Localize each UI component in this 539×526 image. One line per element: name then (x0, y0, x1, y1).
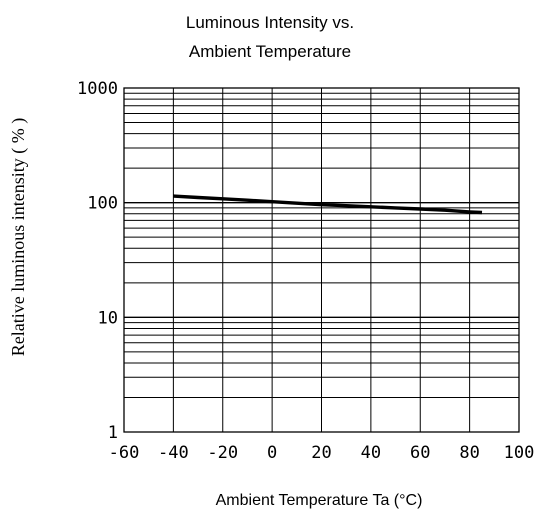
x-axis-ticks: -60 -40 -20 0 20 40 60 80 100 (109, 443, 535, 463)
x-tick-label: 0 (267, 443, 277, 463)
x-tick-label: 20 (311, 443, 331, 463)
plot-frame (123, 87, 520, 433)
y-tick-label: 10 (98, 308, 118, 328)
chart-title-line-2: Ambient Temperature (189, 42, 351, 61)
data-series (173, 194, 483, 215)
chart-title-line-1: Luminous Intensity vs. (186, 13, 354, 32)
y-axis-ticks: 1 10 100 1000 (77, 79, 118, 443)
x-tick-label: 80 (459, 443, 479, 463)
grid-lines (124, 88, 519, 432)
y-tick-label: 1 (108, 423, 118, 443)
y-tick-label: 100 (87, 194, 118, 214)
y-tick-label: 1000 (77, 79, 118, 99)
y-axis-label: Relative luminous intensity ( % ) (8, 118, 29, 356)
x-tick-label: -20 (207, 443, 238, 463)
x-tick-label: 100 (504, 443, 535, 463)
x-tick-label: -40 (158, 443, 189, 463)
x-tick-label: 60 (410, 443, 430, 463)
series-line (173, 194, 483, 215)
x-axis-label: Ambient Temperature Ta (°C) (216, 492, 423, 509)
x-tick-label: 40 (361, 443, 381, 463)
x-tick-label: -60 (109, 443, 140, 463)
